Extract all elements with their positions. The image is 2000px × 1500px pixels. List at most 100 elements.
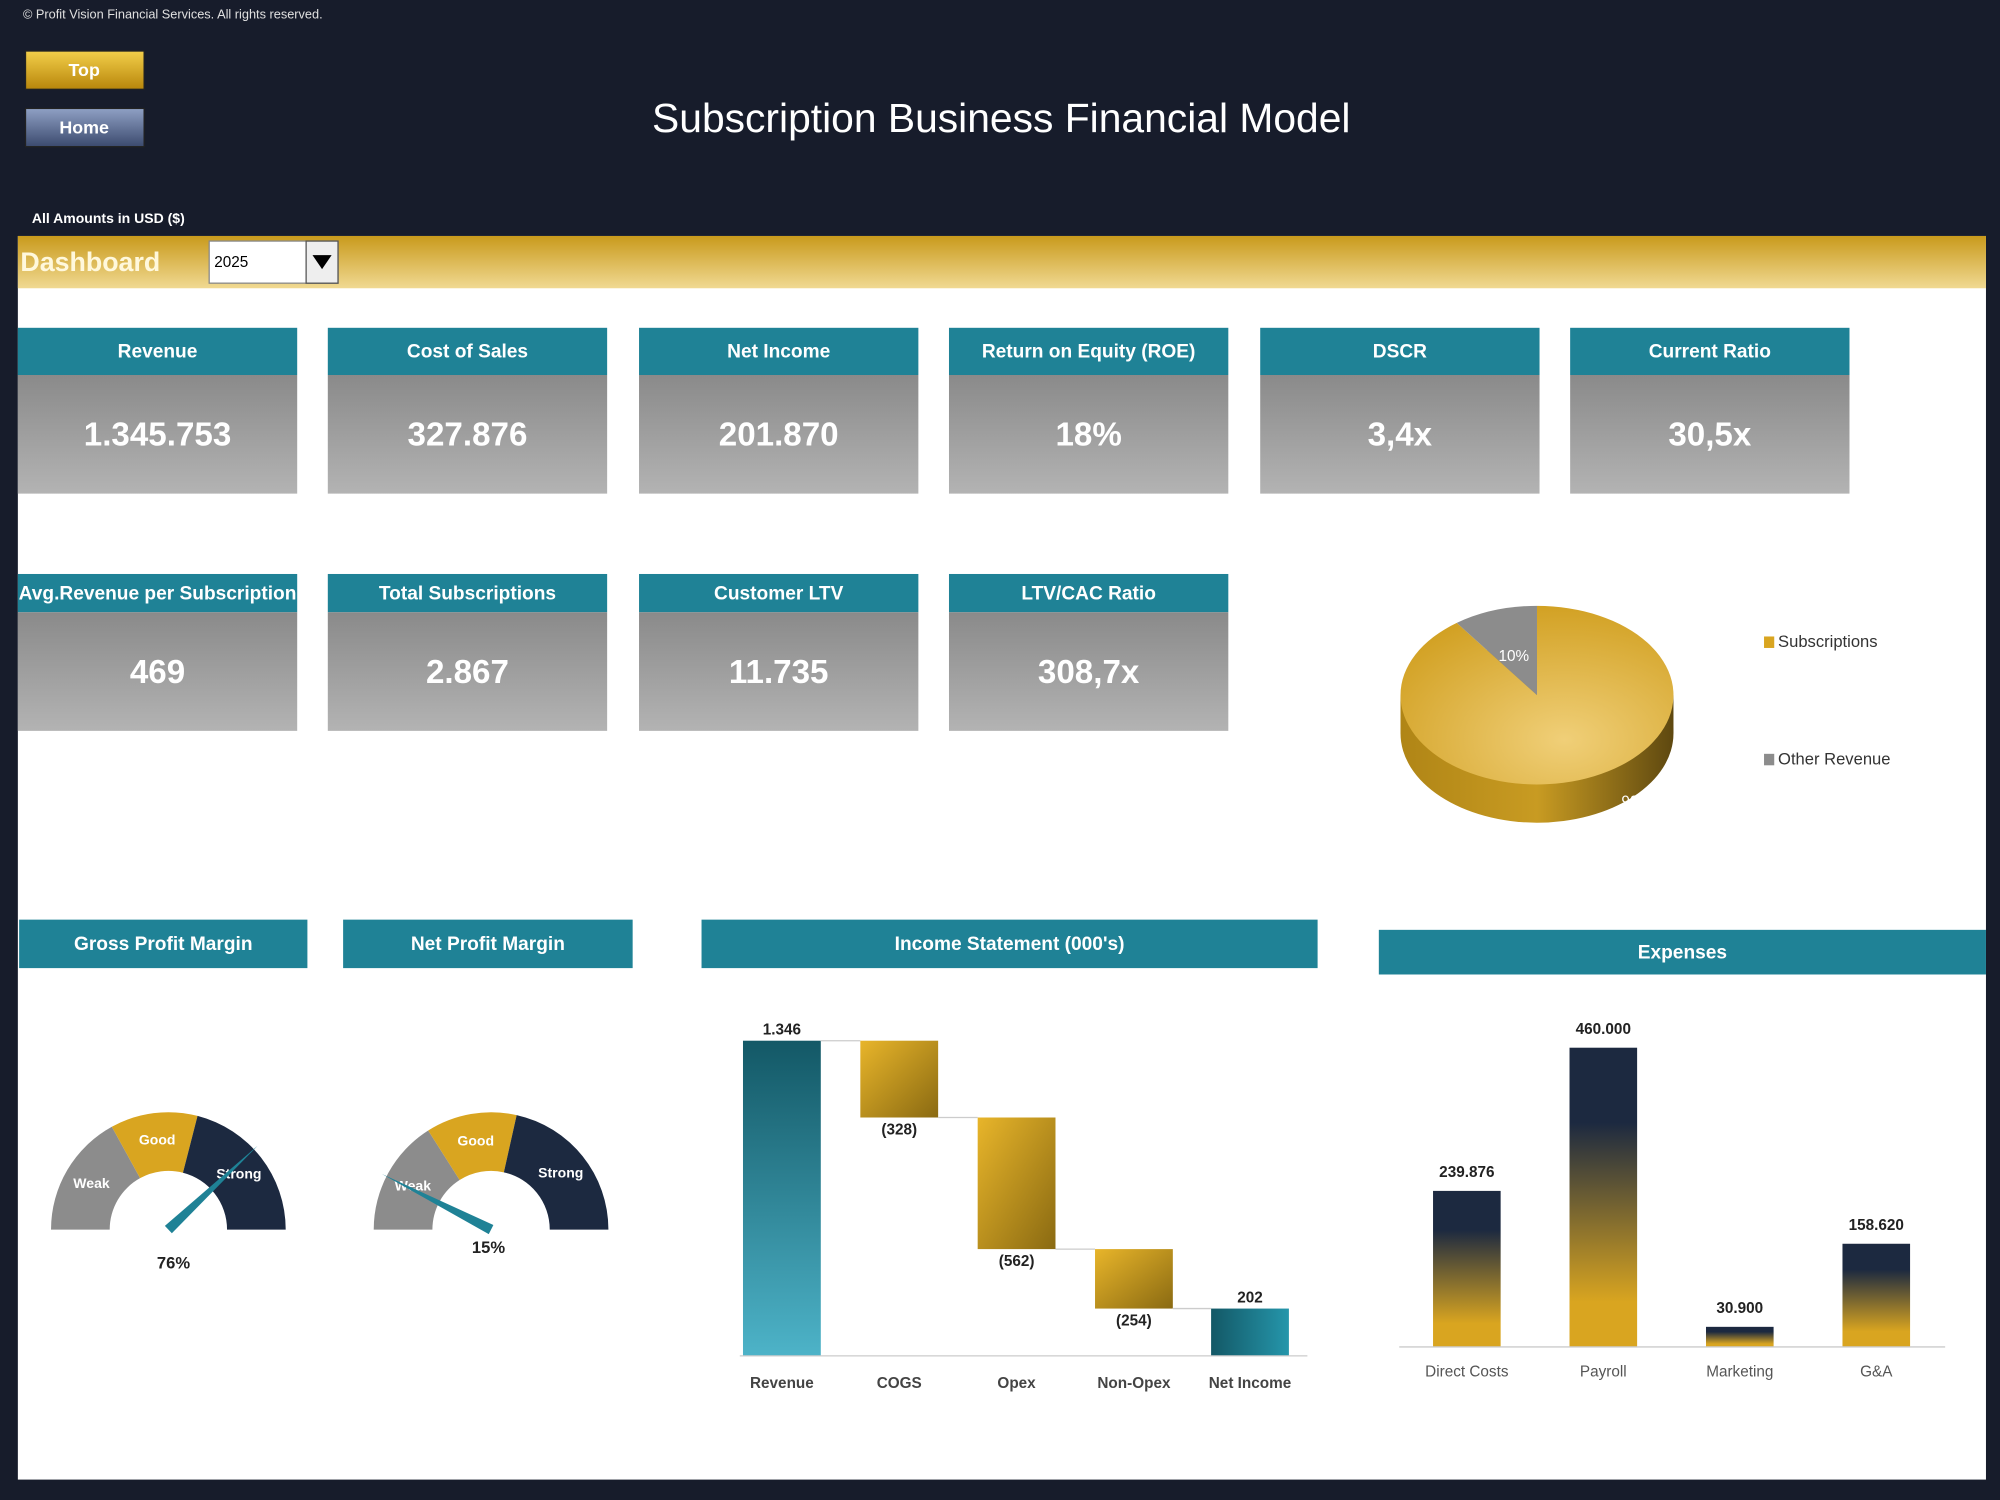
nav-button[interactable] [24, 107, 145, 148]
waterfall-bar [977, 1117, 1056, 1250]
kpi-value: 2.867 [426, 654, 509, 691]
gauge-band-label: Strong [538, 1164, 583, 1180]
kpi-body [327, 612, 608, 731]
kpi-header [639, 573, 919, 613]
kpi-value: 3,4x [1368, 417, 1433, 454]
gauge-band-label: Weak [73, 1175, 110, 1191]
kpi-header [948, 327, 1229, 375]
kpi-label: Revenue [118, 342, 198, 363]
gauge-band-label: Weak [395, 1177, 432, 1193]
waterfall-label: 1.346 [763, 1022, 801, 1039]
section-title: Net Profit Margin [411, 934, 565, 955]
dashboard-label: Dashboard [20, 247, 160, 277]
kpi-body [1260, 375, 1540, 494]
kpi-label: Avg.Revenue per Subscription [19, 583, 297, 604]
gauge-band [182, 1115, 286, 1230]
kpi-label: DSCR [1373, 342, 1427, 363]
gauge-value: 15% [472, 1238, 505, 1257]
section-header [1378, 929, 1986, 975]
x-tick-label: Opex [997, 1375, 1036, 1392]
bar-label: 30.900 [1716, 1300, 1763, 1317]
expense-bar [1842, 1243, 1911, 1347]
section-title: Gross Profit Margin [74, 934, 253, 955]
gauge-band [428, 1112, 517, 1181]
kpi-value: 469 [130, 654, 185, 691]
kpi-value: 308,7x [1038, 654, 1140, 691]
x-tick-label: G&A [1860, 1363, 1893, 1380]
kpi-header [948, 573, 1229, 613]
kpi-value: 30,5x [1668, 417, 1752, 454]
waterfall-bar [860, 1040, 939, 1118]
year-select-value: 2025 [214, 254, 248, 271]
kpi-body [639, 612, 919, 731]
waterfall-label: (254) [1116, 1312, 1152, 1329]
amounts-note: All Amounts in USD ($) [32, 210, 185, 226]
x-tick-label: Marketing [1706, 1363, 1773, 1380]
kpi-header [327, 573, 608, 613]
gauge-band [373, 1130, 460, 1230]
x-tick-label: Revenue [750, 1375, 814, 1392]
gauge-band [51, 1126, 141, 1230]
waterfall-bar [742, 1040, 821, 1356]
kpi-value: 1.345.753 [84, 417, 232, 454]
kpi-label: Current Ratio [1649, 342, 1771, 363]
kpi-header [327, 327, 608, 375]
waterfall-bar [1211, 1308, 1289, 1356]
bar-label: 158.620 [1849, 1217, 1904, 1234]
kpi-body [948, 612, 1229, 731]
kpi-body [17, 375, 298, 494]
kpi-label: LTV/CAC Ratio [1021, 583, 1156, 604]
x-tick-label: Net Income [1209, 1375, 1291, 1392]
pie-label: 90% [1621, 793, 1652, 810]
expense-bar [1705, 1326, 1774, 1347]
kpi-value: 201.870 [719, 417, 839, 454]
dropdown-arrow [312, 255, 332, 270]
expense-bar [1433, 1190, 1501, 1347]
kpi-body [639, 375, 919, 494]
kpi-header [639, 327, 919, 375]
pie-label: 10% [1498, 648, 1529, 665]
gauge-band [503, 1115, 609, 1230]
waterfall-label: (328) [881, 1121, 917, 1138]
kpi-header [17, 573, 298, 613]
kpi-label: Return on Equity (ROE) [982, 342, 1196, 363]
waterfall-bar [1095, 1249, 1173, 1309]
kpi-value: 18% [1055, 417, 1121, 454]
x-tick-label: Non-Opex [1097, 1375, 1171, 1392]
kpi-header [17, 327, 298, 375]
section-header [19, 919, 308, 969]
bar-label: 460.000 [1576, 1021, 1631, 1038]
dashboard-bar [17, 235, 1986, 289]
bar-label: 239.876 [1439, 1164, 1494, 1181]
x-tick-label: Payroll [1580, 1363, 1627, 1380]
section-title: Income Statement (000's) [895, 934, 1125, 955]
pie-slice [1456, 605, 1537, 696]
section-header [701, 919, 1318, 969]
gauge-needle [381, 1174, 494, 1235]
gauge-band [111, 1112, 198, 1179]
expense-bar [1569, 1047, 1638, 1347]
legend-label: Subscriptions [1778, 632, 1878, 651]
kpi-label: Total Subscriptions [379, 583, 556, 604]
kpi-body [17, 612, 298, 731]
gauge-band-label: Strong [216, 1166, 261, 1182]
kpi-body [948, 375, 1229, 494]
kpi-body [1570, 375, 1850, 494]
legend-swatch [1764, 636, 1775, 648]
gauge-band-label: Good [457, 1132, 494, 1148]
legend-label: Other Revenue [1778, 750, 1890, 769]
kpi-value: 327.876 [408, 417, 528, 454]
kpi-label: Customer LTV [714, 583, 844, 604]
copyright: © Profit Vision Financial Services. All … [23, 7, 323, 22]
nav-button-label: Top [68, 60, 99, 80]
gauge-band-label: Good [139, 1132, 176, 1148]
waterfall-label: (562) [999, 1253, 1035, 1270]
nav-button-label: Home [59, 118, 109, 138]
page-title: Subscription Business Financial Model [652, 95, 1350, 141]
kpi-value: 11.735 [729, 654, 829, 691]
kpi-header [1570, 327, 1850, 375]
gauge-value: 76% [157, 1253, 190, 1272]
nav-button[interactable] [24, 50, 145, 90]
x-tick-label: Direct Costs [1425, 1363, 1509, 1380]
